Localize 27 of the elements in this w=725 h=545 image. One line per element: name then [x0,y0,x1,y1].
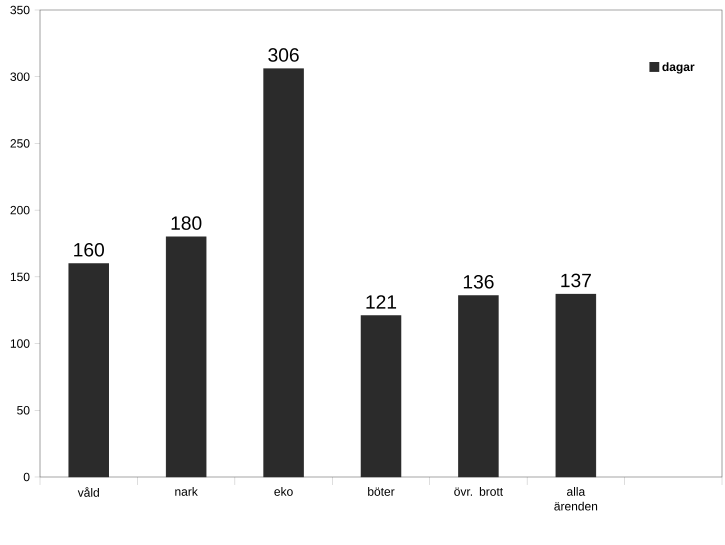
y-tick-label: 300 [10,72,30,81]
y-tick-label: 50 [17,406,30,415]
x-tick-label: övr. brott [454,487,503,496]
y-tick-label: 350 [10,6,30,14]
data-label: 306 [268,48,299,62]
bar [360,315,402,478]
legend-label: dagar [662,62,694,74]
data-label: 121 [366,295,396,309]
x-tick-label: eko [274,487,293,496]
bar [458,295,499,478]
x-tick-label: våld [78,487,99,497]
bar [166,236,206,478]
y-tick-label: 0 [24,472,30,482]
data-label: 180 [172,216,202,230]
y-tick-label: 250 [10,139,30,148]
y-tick-label: 100 [10,339,30,348]
y-tick-label: 200 [10,206,30,214]
data-label: 136 [464,275,494,289]
data-label: 137 [561,274,591,288]
x-tick-label: böter [368,487,394,496]
x-tick-label: nark [175,487,198,496]
bar [68,263,109,478]
y-tick-label: 150 [10,272,30,282]
bar [556,294,596,478]
bar [263,68,304,478]
x-tick-label: alla ärenden [554,487,598,511]
data-label: 160 [74,242,104,257]
